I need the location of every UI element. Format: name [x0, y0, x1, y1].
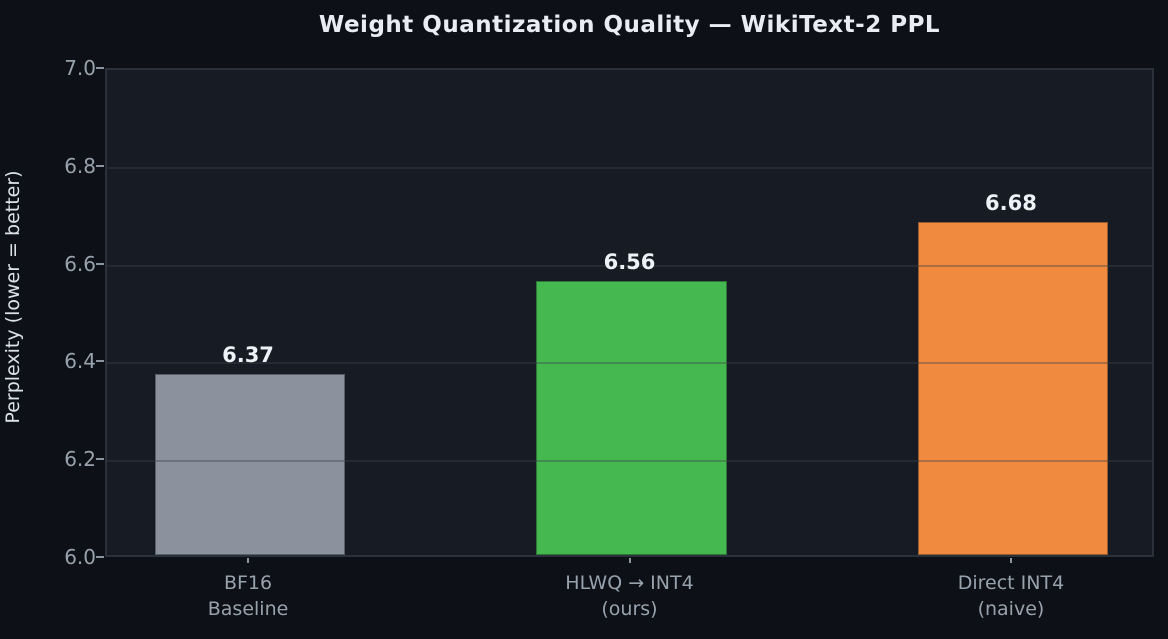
y-tick-label: 6.4 [64, 349, 96, 374]
y-tick-label: 6.2 [64, 447, 96, 472]
y-tick-mark [96, 458, 104, 461]
y-tick-label: 6.8 [64, 153, 96, 178]
y-tick-mark [96, 556, 104, 558]
y-tick-label: 6.6 [64, 251, 96, 276]
bar-value-label: 6.37 [222, 343, 274, 368]
y-axis-label-text: Perplexity (lower = better) [2, 170, 24, 424]
plot-area [105, 68, 1154, 557]
chart-title: Weight Quantization Quality — WikiText-2… [318, 12, 941, 38]
x-tick-mark [628, 558, 631, 563]
x-tick-mark [1009, 558, 1012, 563]
x-category-label: BF16 Baseline [207, 572, 289, 620]
bar [154, 374, 346, 555]
gridline [107, 166, 1152, 169]
y-tick-mark [96, 164, 104, 167]
x-tick-mark [247, 558, 250, 563]
gridline [107, 362, 1152, 365]
y-tick-label: 6.0 [64, 545, 96, 569]
y-tick-label: 7.0 [64, 56, 96, 80]
gridline [107, 264, 1152, 267]
y-tick-mark [96, 360, 104, 363]
bar [536, 281, 727, 555]
bar [917, 222, 1109, 555]
x-category-label: Direct INT4 (naive) [957, 572, 1065, 620]
gridline [107, 460, 1152, 463]
y-tick-mark [96, 262, 104, 265]
x-category-label: HLWQ → INT4 (ours) [565, 572, 694, 620]
bar-value-label: 6.56 [603, 250, 656, 275]
y-tick-mark [96, 67, 104, 69]
bar-value-label: 6.68 [985, 191, 1037, 216]
